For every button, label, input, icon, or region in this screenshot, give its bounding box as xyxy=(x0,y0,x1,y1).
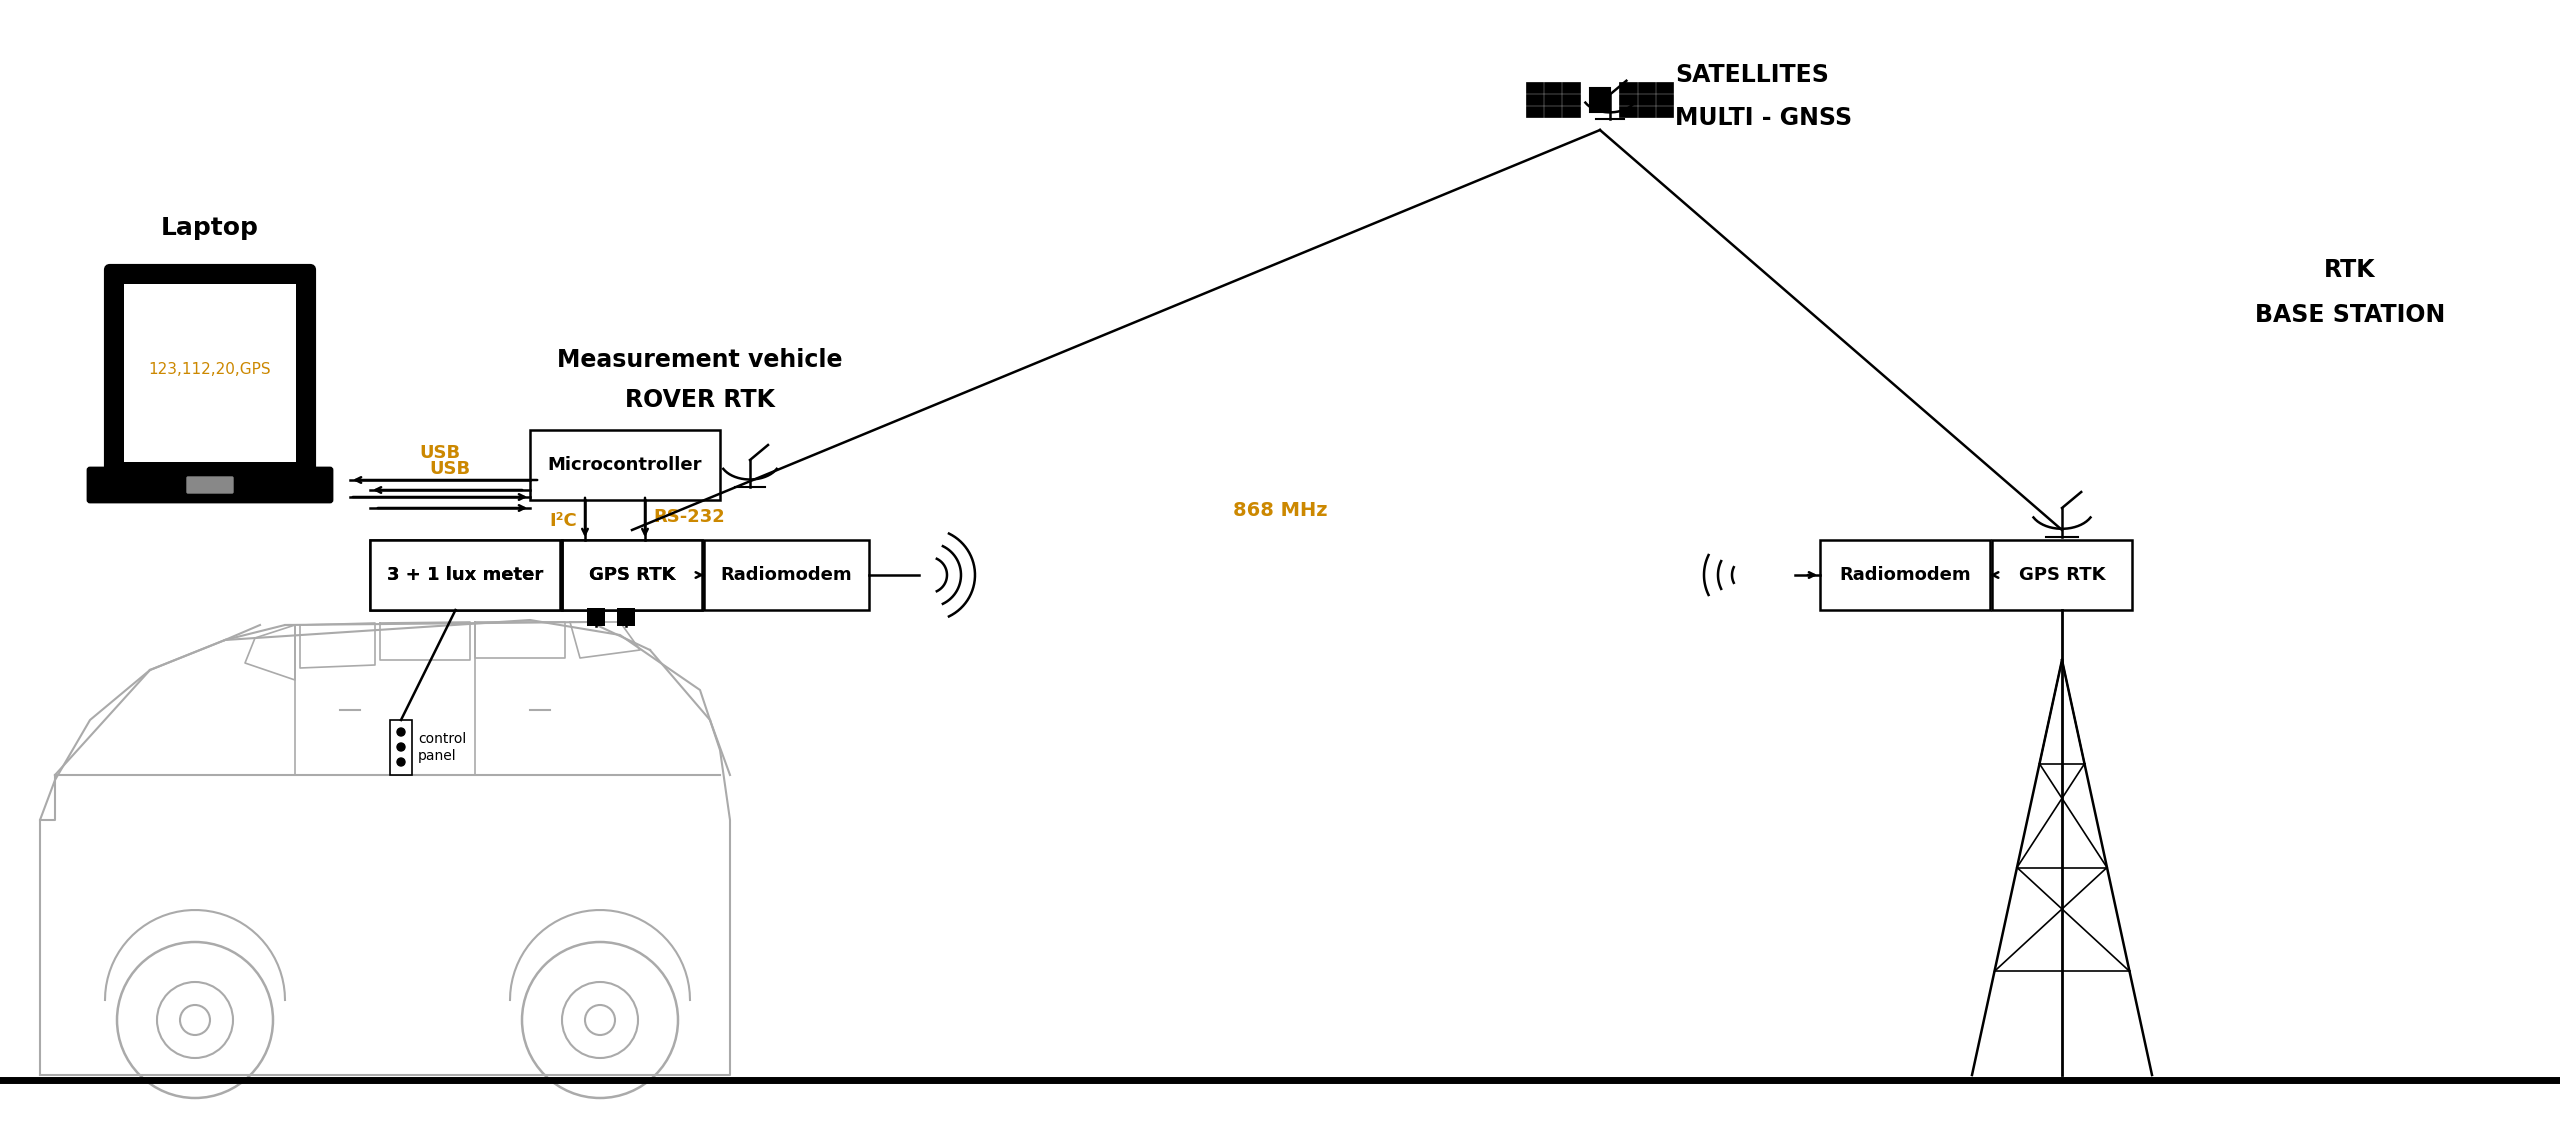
Bar xyxy=(1526,83,1544,93)
Bar xyxy=(1638,83,1654,93)
Circle shape xyxy=(397,758,404,766)
Text: GPS RTK: GPS RTK xyxy=(589,566,676,584)
Text: I²C: I²C xyxy=(550,512,576,529)
Text: Radiomodem: Radiomodem xyxy=(1838,566,1971,584)
FancyBboxPatch shape xyxy=(187,477,233,493)
Bar xyxy=(586,609,604,626)
Text: Measurement vehicle: Measurement vehicle xyxy=(558,348,842,372)
Bar xyxy=(1656,83,1674,93)
Text: ROVER RTK: ROVER RTK xyxy=(625,388,776,413)
Bar xyxy=(1526,107,1544,117)
Bar xyxy=(1562,107,1580,117)
FancyBboxPatch shape xyxy=(105,266,315,474)
Bar xyxy=(1656,94,1674,105)
Bar xyxy=(1620,83,1636,93)
Text: 868 MHz: 868 MHz xyxy=(1234,501,1326,520)
Text: GPS RTK: GPS RTK xyxy=(589,566,676,584)
Bar xyxy=(371,540,701,610)
FancyBboxPatch shape xyxy=(87,468,333,502)
Text: 123,112,20,GPS: 123,112,20,GPS xyxy=(148,362,271,377)
Text: Radiomodem: Radiomodem xyxy=(722,566,852,584)
Bar xyxy=(1544,94,1562,105)
Bar xyxy=(1638,107,1654,117)
Text: GPS RTK: GPS RTK xyxy=(2020,566,2104,584)
Text: RS-232: RS-232 xyxy=(653,508,724,526)
Circle shape xyxy=(397,743,404,751)
Text: control
panel: control panel xyxy=(417,732,466,762)
Text: SATELLITES: SATELLITES xyxy=(1674,63,1828,87)
Bar xyxy=(1620,107,1636,117)
Bar xyxy=(1544,107,1562,117)
Text: 3 + 1 lux meter: 3 + 1 lux meter xyxy=(387,566,543,584)
Bar xyxy=(704,540,868,610)
Bar xyxy=(1992,540,2132,610)
Bar xyxy=(530,430,719,500)
Text: 3 + 1 lux meter: 3 + 1 lux meter xyxy=(387,566,543,584)
Bar xyxy=(563,540,701,610)
Text: Microcontroller: Microcontroller xyxy=(548,456,701,474)
Bar xyxy=(617,609,635,626)
Text: USB: USB xyxy=(420,444,461,462)
Bar xyxy=(1562,94,1580,105)
Bar xyxy=(1620,94,1636,105)
Bar xyxy=(389,720,412,775)
Bar xyxy=(1638,94,1654,105)
Bar xyxy=(123,284,297,462)
Text: Laptop: Laptop xyxy=(161,215,259,240)
Text: MULTI - GNSS: MULTI - GNSS xyxy=(1674,105,1851,129)
Bar xyxy=(1656,107,1674,117)
Text: RTK: RTK xyxy=(2324,258,2376,282)
Bar xyxy=(371,540,561,610)
Bar xyxy=(1562,83,1580,93)
Bar xyxy=(1526,94,1544,105)
Polygon shape xyxy=(1590,88,1610,112)
Circle shape xyxy=(397,728,404,736)
Text: BASE STATION: BASE STATION xyxy=(2255,303,2445,327)
Bar xyxy=(1820,540,1989,610)
Bar xyxy=(1544,83,1562,93)
Text: USB: USB xyxy=(430,460,471,478)
